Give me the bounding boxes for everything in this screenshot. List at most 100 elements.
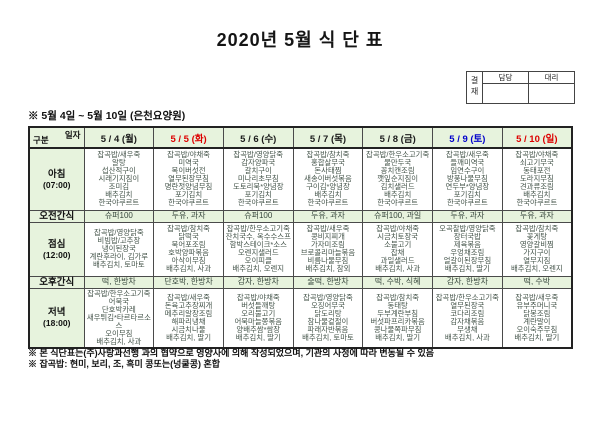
menu-item: 파래자반볶음 bbox=[307, 324, 349, 334]
approval-header-row: 결재 담당 대리 bbox=[466, 71, 575, 104]
menu-item: 배추김치 bbox=[314, 190, 342, 200]
menu-item: 해파리냉채 bbox=[171, 316, 206, 326]
menu-item: 열무된장국 bbox=[450, 300, 485, 310]
menu-item: 열무지짐 bbox=[523, 256, 551, 265]
menu-item: 포기김치 bbox=[453, 190, 481, 200]
menu-cell-lunch-day7: 잡곡밥/참치죽 꽃게탕 영양갈비찜 가지구이 열무지짐 배추김치, 오렌지 bbox=[501, 221, 573, 277]
row-label-breakfast: 아침 (07:00) bbox=[28, 147, 85, 211]
menu-item: 오리불고기 bbox=[241, 308, 276, 318]
menu-item: 오곡찰밥/영양닭죽 bbox=[439, 224, 496, 233]
menu-item: 배추김치, 딸기 bbox=[235, 332, 281, 342]
menu-item: 잡곡밥/야채죽 bbox=[167, 150, 210, 160]
menu-item: 아삭이무침 bbox=[171, 256, 206, 265]
menu-item: 동태포전 bbox=[523, 166, 551, 176]
menu-body: 아침 (07:00) 잡곡밥/새우죽 알탕 섭산적구이 시래기지짐이 조미김 배추김치 한국야쿠… bbox=[28, 147, 573, 348]
approval-sign-cell bbox=[482, 83, 529, 104]
menu-item: 한국야쿠르트 bbox=[237, 198, 279, 208]
menu-item: 깻잎순지짐이 bbox=[377, 174, 419, 184]
menu-item: 돈육고추장찌개 bbox=[164, 300, 213, 310]
menu-item: 배추김치, 사과 bbox=[96, 336, 142, 346]
corner-category-label: 구분 bbox=[33, 135, 49, 145]
menu-cell-breakfast-day1: 잡곡밥/새우죽 알탕 섭산적구이 시래기지짐이 조미김 배추김치 한국야쿠르트 bbox=[83, 147, 155, 211]
menu-cell-morning-snack-day2: 두유, 과자 bbox=[153, 209, 224, 223]
footnote-agreement: ※ 본 식단표는(주)사랑과선행 과의 협약으로 영양사에 의해 작성되었으며,… bbox=[28, 348, 435, 358]
menu-row-breakfast: 아침 (07:00) 잡곡밥/새우죽 알탕 섭산적구이 시래기지짐이 조미김 배추김치 한국야쿠… bbox=[28, 147, 573, 211]
menu-item: 한국야쿠르트 bbox=[446, 198, 488, 208]
day-header-1: 5 / 4 (월) bbox=[83, 126, 155, 149]
menu-item: 연두부*양념장 bbox=[445, 182, 490, 192]
menu-item: 유부주머니국 bbox=[516, 300, 558, 310]
menu-item: 포기김치 bbox=[244, 190, 272, 200]
menu-item: 계란말이 bbox=[523, 316, 551, 326]
menu-item: 계란후라이, 김가루 bbox=[89, 252, 149, 261]
day-header-6: 5 / 9 (토) bbox=[432, 126, 503, 149]
menu-item: 배추김치, 사과 bbox=[375, 264, 421, 273]
menu-item: 포기김치 bbox=[174, 190, 203, 200]
menu-cell-morning-snack-day6: 두유, 과자 bbox=[432, 209, 503, 223]
menu-item: 목이버섯전 bbox=[171, 166, 206, 176]
menu-cell-afternoon-snack-day3: 감자, 한방차 bbox=[222, 275, 294, 289]
row-label-afternoon-snack: 오후간식 bbox=[28, 275, 85, 289]
menu-item: 감자양파국 bbox=[241, 158, 276, 168]
approval-label-cell: 결재 bbox=[466, 71, 483, 104]
menu-cell-lunch-day1: 잡곡밥/영양닭죽 비빔밥/고추장 냉이된장국 계란후라이, 김가루 배추김치, 토마토 bbox=[83, 221, 155, 277]
menu-item: 배추김치 bbox=[384, 190, 412, 200]
menu-item: 가자미조림 bbox=[310, 240, 345, 249]
menu-item: 쇠고기무국 bbox=[519, 158, 554, 168]
menu-cell-breakfast-day3: 잡곡밥/영양닭죽 감자양파국 갈치구이 미나리초무침 도토리묵*양념장 포기김치 한국야쿠르… bbox=[222, 147, 294, 211]
menu-item: 동태탕 bbox=[387, 300, 408, 310]
approval-box: 결재 담당 대리 bbox=[466, 71, 575, 104]
menu-item: 잡곡밥/한우소고기죽 bbox=[87, 288, 151, 298]
day-header-3: 5 / 6 (수) bbox=[222, 126, 294, 149]
menu-item: 한국야쿠르트 bbox=[168, 198, 209, 208]
menu-item: 북어포조림 bbox=[171, 240, 206, 249]
menu-item: 잔치국수, 옥수수스프 bbox=[225, 232, 291, 241]
menu-cell-afternoon-snack-day5: 떡, 수박, 식혜 bbox=[362, 275, 434, 289]
menu-item: 잡곡밥/새우죽 bbox=[167, 292, 210, 302]
menu-item: 구이김*양념장 bbox=[306, 182, 350, 192]
menu-item: 견과류조림 bbox=[519, 182, 554, 192]
corner-cell: 일자 구분 bbox=[28, 126, 85, 149]
menu-item: 버섯파프리카볶음 bbox=[370, 316, 425, 326]
page-title: 2020년 5월 식 단 표 bbox=[216, 30, 384, 50]
menu-cell-dinner-day2: 잡곡밥/새우죽 돈육고추장찌개 메추리알장조림 해파리냉채 시금치나물 배추김치, 딸기 bbox=[153, 287, 224, 348]
menu-row-dinner: 저녁 (18:00) 잡곡밥/한우소고기죽 어묵국 단호박카레 새우튀김*타르타르소스 오이… bbox=[28, 287, 573, 348]
menu-item: 슈퍼100 bbox=[104, 211, 133, 220]
menu-cell-dinner-day6: 잡곡밥/한우소고기죽 열무된장국 코다리조림 감자채볶음 무생채 배추김치, 사과 bbox=[432, 287, 503, 348]
menu-item: 꽃게탕 bbox=[526, 232, 548, 241]
menu-cell-lunch-day3: 잡곡밥/한우소고기죽 잔치국수, 옥수수스프 함박스테이크*소스 오렌지샐러드 오이피클… bbox=[222, 221, 294, 277]
date-header-row: 일자 구분 5 / 4 (월) 5 / 5 (화) 5 / 6 (수) 5 / 7 (… bbox=[28, 126, 573, 149]
menu-item: 김치샐러드 bbox=[380, 182, 415, 192]
menu-item: 단호박카레 bbox=[101, 304, 136, 314]
menu-item: 물만두국 bbox=[384, 158, 412, 168]
footnote-grain-mix: ※ 잡곡밥: 현미, 보리, 조, 흑미 콩또는(넝쿨콩) 혼합 bbox=[28, 359, 221, 369]
menu-item: 배추김치, 오렌지 bbox=[511, 264, 563, 273]
menu-item: 술떡, 한방차 bbox=[307, 277, 349, 286]
menu-item: 콩나물쪽파무침 bbox=[373, 324, 422, 334]
menu-item: 조미김 bbox=[108, 182, 130, 192]
menu-item: 콩비지찌개 bbox=[310, 232, 345, 241]
menu-item: 새우튀김*타르타르소스 bbox=[86, 312, 151, 330]
menu-item: 배추김치, 딸기 bbox=[514, 332, 560, 342]
corner-date-label: 일자 bbox=[64, 130, 81, 140]
menu-item: 코다리조림 bbox=[450, 308, 485, 318]
menu-cell-dinner-day1: 잡곡밥/한우소고기죽 어묵국 단호박카레 새우튀김*타르타르소스 오이무침 배추김치, 사… bbox=[83, 287, 155, 348]
menu-cell-breakfast-day4: 잡곡밥/참치죽 홍합살무국 돈사태찜 새송이버섯볶음 구이김*양념장 배추김치 한국야쿠르트 bbox=[292, 147, 364, 211]
menu-item: 무생채 bbox=[457, 324, 478, 334]
menu-row-morning-snack: 오전간식 슈퍼100 두유, 과자 슈퍼100 두유, 과자 슈퍼100, 과일 두유, 과… bbox=[28, 209, 573, 223]
menu-item: 배추김치, 오렌지 bbox=[232, 264, 285, 273]
menu-item: 슈퍼100, 과일 bbox=[374, 211, 422, 220]
menu-item: 두유, 과자 bbox=[311, 211, 345, 220]
menu-item: 한국야쿠르트 bbox=[377, 198, 419, 208]
menu-item: 두유, 과자 bbox=[171, 211, 206, 220]
menu-item: 잡곡밥/새우죽 bbox=[306, 224, 350, 233]
menu-cell-afternoon-snack-day7: 떡, 수박 bbox=[501, 275, 573, 289]
menu-item: 잡곡밥/새우죽 bbox=[445, 150, 489, 160]
menu-item: 잡곡밥/참치죽 bbox=[376, 292, 420, 302]
menu-item: 슈퍼100 bbox=[244, 211, 273, 220]
menu-cell-dinner-day3: 잡곡밥/야채죽 버섯들깨탕 오리불고기 어묵마늘쫑볶음 양배추쌈*쌈장 배추김치, 딸기 bbox=[222, 287, 294, 348]
day-header-5: 5 / 8 (금) bbox=[362, 126, 434, 149]
menu-item: 갈치구이 bbox=[244, 166, 272, 176]
menu-cell-morning-snack-day1: 슈퍼100 bbox=[83, 209, 155, 223]
